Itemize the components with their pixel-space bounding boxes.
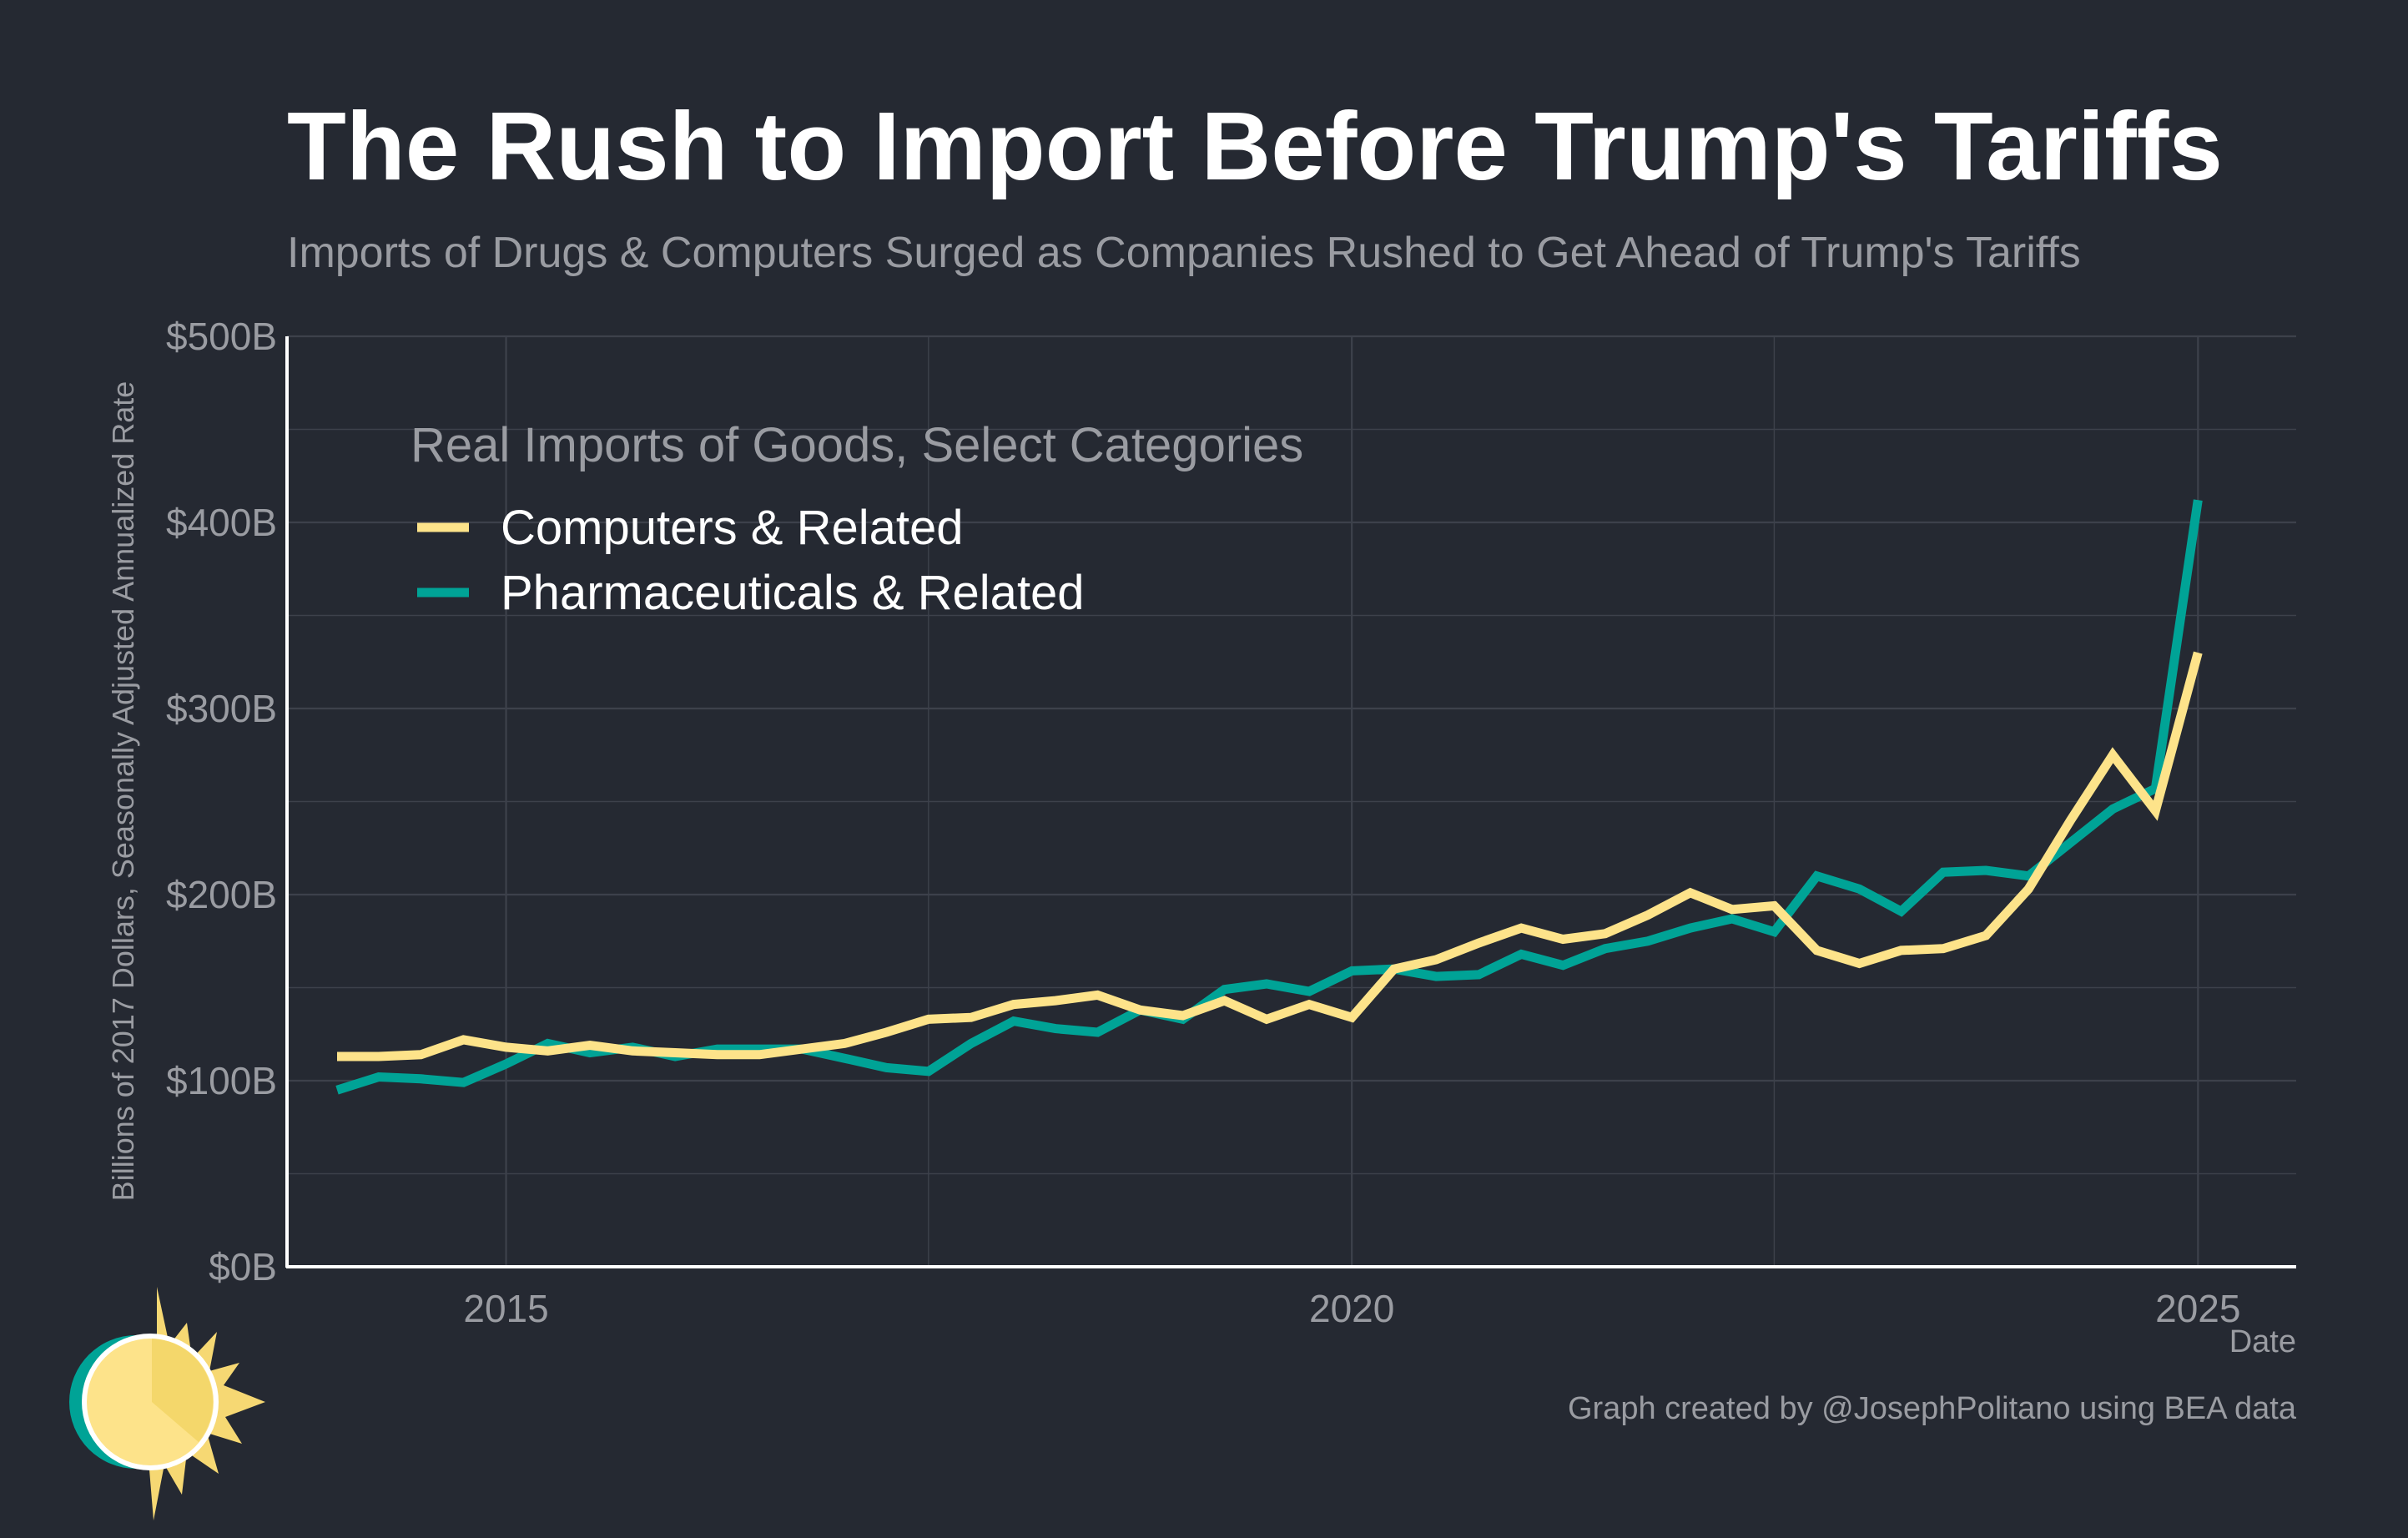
x-tick-labels: 2015 2020 2025 — [463, 1287, 2240, 1330]
logo-sun-shade — [152, 1339, 214, 1442]
sun-logo-icon — [69, 1287, 265, 1520]
y-tick-label: $300B — [166, 687, 277, 730]
legend-label-pharmaceuticals: Pharmaceuticals & Related — [501, 566, 1085, 620]
legend-label-computers: Computers & Related — [501, 501, 963, 555]
legend: Real Imports of Goods, Select Categories… — [411, 418, 1303, 620]
y-tick-label: $400B — [166, 501, 277, 544]
y-axis-label: Billions of 2017 Dollars, Seasonally Adj… — [106, 381, 140, 1202]
series-line-computers — [337, 651, 2203, 1061]
y-tick-label: $0B — [209, 1245, 277, 1288]
x-tick-label: 2020 — [1309, 1287, 1394, 1330]
data-series — [335, 499, 2203, 1095]
chart-subtitle: Imports of Drugs & Computers Surged as C… — [287, 229, 2081, 277]
y-tick-labels: $0B $100B $200B $300B $400B $500B — [166, 315, 277, 1288]
axes — [285, 336, 2296, 1268]
x-tick-label: 2015 — [463, 1287, 548, 1330]
chart-title: The Rush to Import Before Trump's Tariff… — [287, 92, 2223, 200]
x-tick-label: 2025 — [2155, 1287, 2240, 1330]
y-tick-label: $200B — [166, 873, 277, 916]
y-tick-label: $100B — [166, 1059, 277, 1102]
legend-title: Real Imports of Goods, Select Categories — [411, 418, 1303, 472]
x-axis-label: Date — [2229, 1324, 2296, 1359]
y-tick-label: $500B — [166, 315, 277, 358]
grid — [287, 335, 2296, 1267]
source-caption: Graph created by @JosephPolitano using B… — [1568, 1391, 2297, 1426]
